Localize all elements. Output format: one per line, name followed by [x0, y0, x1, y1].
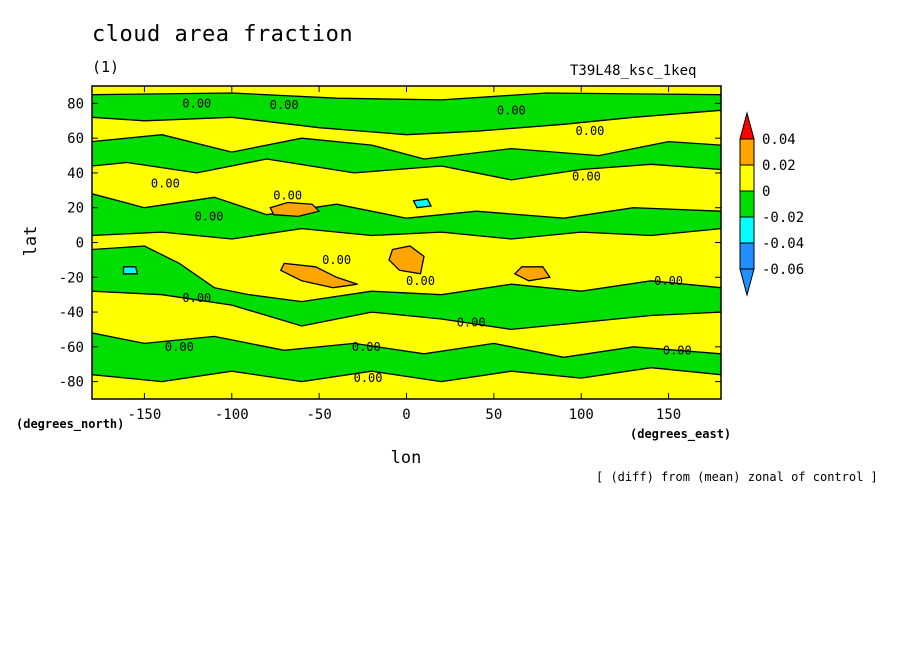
colorbar-top-triangle [739, 111, 755, 140]
colorbar-segment-2 [739, 164, 755, 192]
contour-label-8: 0.00 [322, 253, 351, 267]
x-tick-label-1: -100 [215, 407, 249, 423]
contour-label-14: 0.00 [352, 340, 381, 354]
x-tick-label-6: 150 [656, 407, 681, 423]
colorbar: 0.04 0.02 0 -0.02 -0.04 -0.06 [739, 111, 804, 297]
y-tick-label-6: 40 [67, 166, 84, 182]
y-tick-label-4: 0 [76, 236, 84, 252]
contour-label-10: 0.00 [182, 291, 211, 305]
contour-label-3: 0.00 [576, 124, 605, 138]
contour-label-9: 0.00 [406, 274, 435, 288]
colorbar-segment-3 [739, 190, 755, 218]
contour-labels: 0.00 0.00 0.00 0.00 0.00 0.00 0.00 0.00 0.00 0.00… [151, 96, 692, 385]
run-label: T39L48_ksc_1keq [570, 63, 697, 79]
x-axis-label: lon [391, 448, 422, 468]
comparison-footnote: [ (diff) from (mean) zonal of control ] [596, 470, 878, 484]
contour-region-8 [279, 262, 358, 289]
y-tick-label-8: 80 [67, 96, 84, 112]
y-axis-label: lat [21, 226, 41, 257]
colorbar-label-3: -0.02 [762, 210, 804, 226]
contour-label-13: 0.00 [165, 340, 194, 354]
contour-label-7: 0.00 [195, 209, 224, 223]
contour-region-2 [92, 134, 721, 181]
y-tick-label-7: 60 [67, 131, 84, 147]
x-tick-label-5: 100 [569, 407, 594, 423]
chart-title: cloud area fraction [92, 22, 354, 47]
x-axis-ticks: -150 -100 -50 0 50 100 150 [128, 86, 681, 423]
contour-region-7 [388, 245, 425, 275]
y-tick-label-2: -40 [59, 305, 84, 321]
x-tick-label-2: -50 [306, 407, 331, 423]
chart-subtitle: (1) [92, 58, 120, 76]
contour-region-10 [412, 198, 432, 209]
contour-label-0: 0.00 [182, 96, 211, 110]
colorbar-label-2: 0 [762, 184, 770, 200]
colorbar-segment-5 [739, 242, 755, 270]
contour-label-2: 0.00 [497, 103, 526, 117]
y-tick-label-0: -80 [59, 375, 84, 391]
filled-contour-regions [92, 86, 721, 399]
contour-label-4: 0.00 [151, 176, 180, 190]
y-axis-ticks: -80 -60 -40 -20 0 20 40 60 80 [59, 96, 721, 391]
contour-label-12: 0.00 [457, 315, 486, 329]
contour-region-11 [122, 266, 139, 275]
contour-label-1: 0.00 [270, 98, 299, 112]
contour-region-5 [92, 332, 721, 383]
contour-label-11: 0.00 [654, 274, 683, 288]
contour-region-4 [92, 245, 721, 331]
x-tick-label-4: 50 [485, 407, 502, 423]
contour-label-5: 0.00 [572, 169, 601, 183]
contour-region-6 [269, 201, 321, 218]
colorbar-label-0: 0.04 [762, 132, 796, 148]
contour-label-15: 0.00 [663, 343, 692, 357]
y-tick-label-1: -60 [59, 340, 84, 356]
y-tick-label-5: 20 [67, 201, 84, 217]
y-unit-label: (degrees_north) [16, 417, 124, 432]
contour-region-1 [92, 92, 721, 136]
colorbar-segment-4 [739, 216, 755, 244]
x-tick-label-3: 0 [402, 407, 410, 423]
contour-label-6: 0.00 [273, 189, 302, 203]
colorbar-label-4: -0.04 [762, 236, 804, 252]
colorbar-segment-1 [739, 138, 755, 166]
y-tick-label-3: -20 [59, 270, 84, 286]
colorbar-label-5: -0.06 [762, 262, 804, 278]
colorbar-label-1: 0.02 [762, 158, 796, 174]
contour-label-16: 0.00 [354, 371, 383, 385]
x-tick-label-0: -150 [128, 407, 162, 423]
colorbar-bottom-triangle [739, 268, 755, 297]
x-unit-label: (degrees_east) [630, 427, 731, 442]
contour-region-9 [513, 266, 551, 282]
